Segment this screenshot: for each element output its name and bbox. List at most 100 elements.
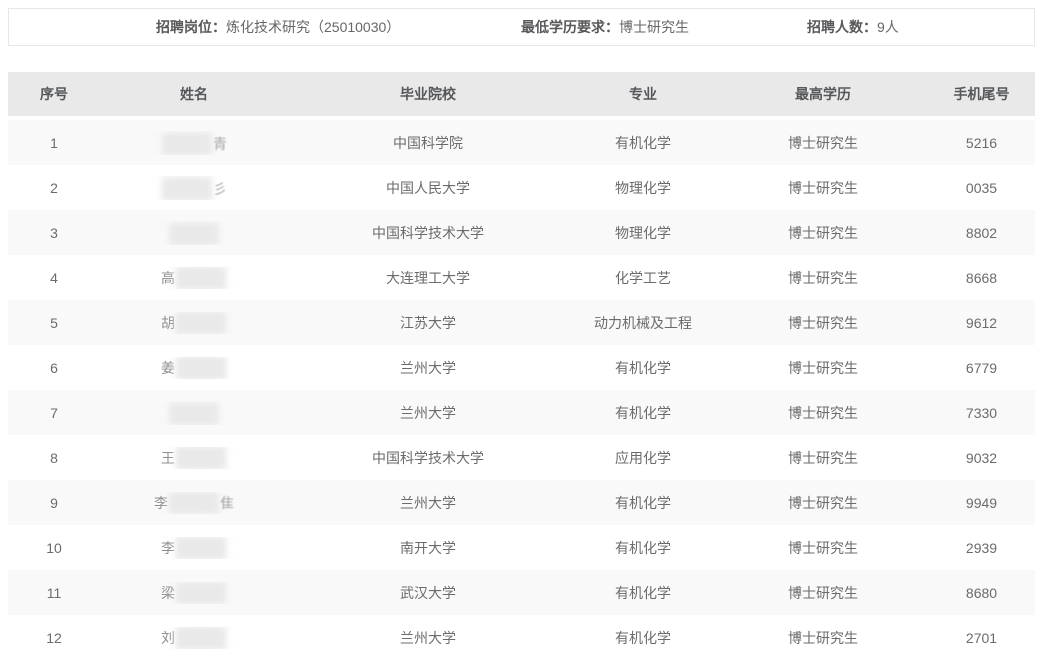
cell-degree: 博士研究生: [788, 359, 858, 376]
cell-no: 9: [50, 494, 58, 511]
applicants-table: 序号 姓名 毕业院校 专业 最高学历 手机尾号 1 青 中国科学院 有机化学 博…: [8, 72, 1035, 660]
table-row: 2 彡 中国人民大学 物理化学 博士研究生 0035: [8, 165, 1035, 210]
cell-no: 4: [50, 269, 58, 286]
cell-school: 兰州大学: [400, 359, 456, 376]
cell-no: 3: [50, 224, 58, 241]
min-degree-value: 博士研究生: [619, 19, 689, 35]
cell-phone: 8668: [965, 269, 998, 286]
name-blur-redaction: [162, 132, 212, 155]
name-fragment-text: 青: [213, 135, 227, 152]
cell-no: 8: [50, 449, 58, 466]
cell-name: 高: [100, 266, 288, 289]
column-header-name: 姓名: [180, 86, 208, 102]
table-row: 5 胡 江苏大学 动力机械及工程 博士研究生 9612: [8, 300, 1035, 345]
name-blur-redaction: [169, 491, 219, 514]
redacted-name: 李 隹: [154, 491, 234, 514]
headcount-field: 招聘人数： 9人: [807, 9, 899, 45]
cell-phone: 0035: [965, 179, 998, 196]
cell-phone: 8680: [965, 584, 998, 601]
name-visible-text: 李: [154, 494, 168, 511]
column-header-school: 毕业院校: [400, 86, 456, 102]
headcount-value: 9人: [877, 19, 899, 35]
cell-no: 6: [50, 359, 58, 376]
cell-school: 江苏大学: [400, 314, 456, 331]
name-blur-redaction: [176, 446, 226, 469]
name-visible-text: 梁: [161, 584, 175, 601]
job-position-value: 炼化技术研究（25010030）: [226, 19, 401, 35]
table-row: 4 高 大连理工大学 化学工艺 博士研究生 8668: [8, 255, 1035, 300]
cell-phone: 8802: [965, 224, 998, 241]
redacted-name: 高: [161, 266, 227, 289]
name-blur-redaction: [162, 177, 212, 200]
redacted-name: [168, 222, 220, 245]
cell-major: 有机化学: [615, 584, 671, 601]
name-blur-redaction: [176, 266, 226, 289]
cell-phone: 2701: [965, 629, 998, 646]
cell-degree: 博士研究生: [788, 269, 858, 286]
cell-phone: 6779: [965, 359, 998, 376]
cell-school: 兰州大学: [400, 404, 456, 421]
cell-phone: 7330: [965, 404, 998, 421]
table-row: 8 王 中国科学技术大学 应用化学 博士研究生 9032: [8, 435, 1035, 480]
table-row: 6 姜 兰州大学 有机化学 博士研究生 6779: [8, 345, 1035, 390]
redacted-name: 李: [161, 536, 227, 559]
cell-no: 11: [46, 584, 62, 601]
table-row: 1 青 中国科学院 有机化学 博士研究生 5216: [8, 120, 1035, 165]
min-degree-label: 最低学历要求：: [521, 19, 619, 35]
cell-no: 2: [50, 179, 58, 196]
name-blur-redaction: [169, 402, 219, 425]
cell-major: 有机化学: [615, 359, 671, 376]
cell-major: 有机化学: [615, 404, 671, 421]
cell-degree: 博士研究生: [788, 629, 858, 646]
redacted-name: 姜: [161, 356, 227, 379]
name-fragment-text: 彡: [213, 180, 227, 197]
cell-major: 有机化学: [615, 134, 671, 151]
cell-school: 兰州大学: [400, 629, 456, 646]
cell-major: 有机化学: [615, 494, 671, 511]
cell-degree: 博士研究生: [788, 314, 858, 331]
name-blur-redaction: [176, 581, 226, 604]
min-degree-field: 最低学历要求： 博士研究生: [521, 9, 689, 45]
cell-major: 动力机械及工程: [594, 314, 692, 331]
cell-name: 青: [100, 131, 288, 155]
cell-phone: 9612: [965, 314, 998, 331]
cell-school: 中国人民大学: [386, 179, 470, 196]
cell-degree: 博士研究生: [788, 134, 858, 151]
cell-name: 李: [100, 536, 288, 559]
cell-no: 5: [50, 314, 58, 331]
cell-school: 大连理工大学: [386, 269, 470, 286]
cell-degree: 博士研究生: [788, 539, 858, 556]
redacted-name: 王: [161, 446, 227, 469]
cell-degree: 博士研究生: [788, 404, 858, 421]
cell-major: 物理化学: [615, 224, 671, 241]
name-visible-text: 高: [161, 269, 175, 286]
cell-name: 王: [100, 446, 288, 469]
cell-major: 物理化学: [615, 179, 671, 196]
cell-degree: 博士研究生: [788, 584, 858, 601]
cell-degree: 博士研究生: [788, 179, 858, 196]
table-row: 11 梁 武汉大学 有机化学 博士研究生 8680: [8, 570, 1035, 615]
column-header-major: 专业: [629, 86, 657, 102]
cell-name: 彡: [100, 176, 288, 200]
headcount-label: 招聘人数：: [807, 19, 877, 35]
name-blur-redaction: [176, 311, 226, 334]
cell-school: 武汉大学: [400, 584, 456, 601]
cell-name: 刘: [100, 626, 288, 649]
cell-school: 兰州大学: [400, 494, 456, 511]
redacted-name: [168, 402, 220, 425]
cell-major: 应用化学: [615, 449, 671, 466]
redacted-name: 彡: [161, 177, 227, 200]
cell-major: 化学工艺: [615, 269, 671, 286]
cell-name: 姜: [100, 356, 288, 379]
redacted-name: 青: [161, 132, 227, 155]
cell-name: [100, 221, 288, 245]
cell-degree: 博士研究生: [788, 449, 858, 466]
cell-no: 10: [46, 539, 62, 556]
cell-school: 南开大学: [400, 539, 456, 556]
cell-phone: 9032: [965, 449, 998, 466]
table-row: 7 兰州大学 有机化学 博士研究生 7330: [8, 390, 1035, 435]
table-row: 3 中国科学技术大学 物理化学 博士研究生 8802: [8, 210, 1035, 255]
redacted-name: 梁: [161, 581, 227, 604]
cell-major: 有机化学: [615, 629, 671, 646]
name-visible-text: 王: [161, 449, 175, 466]
